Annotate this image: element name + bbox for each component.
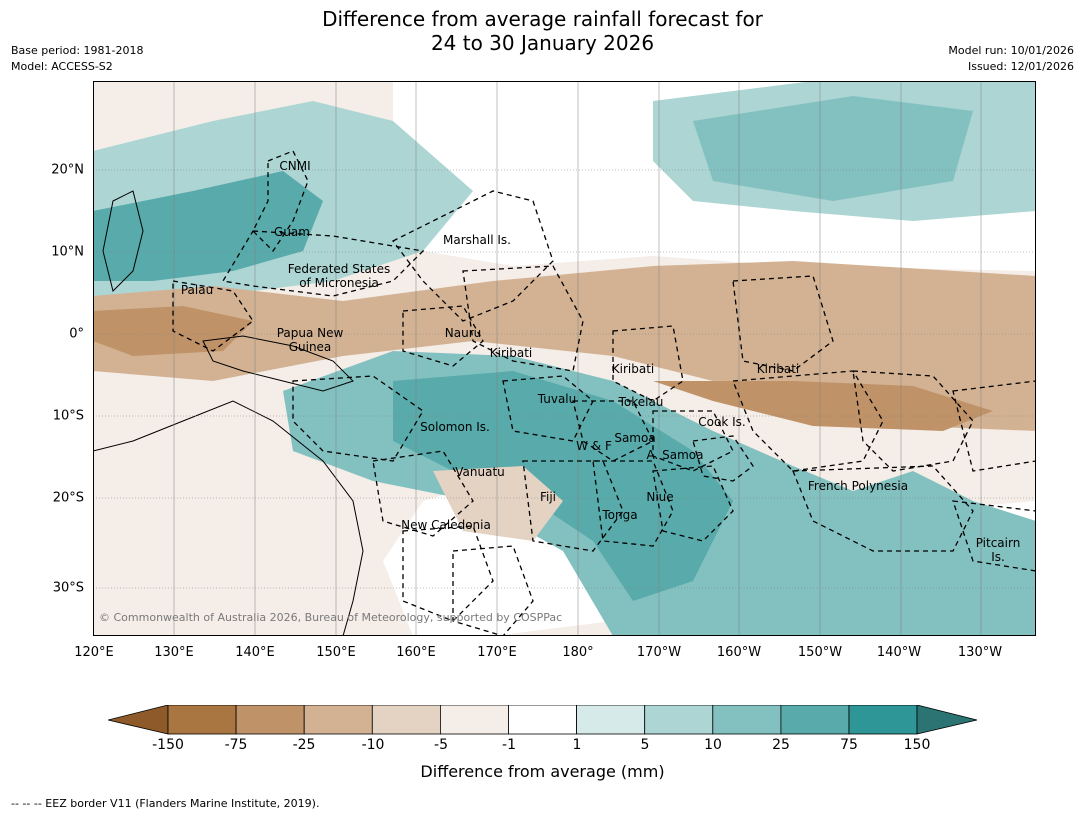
model-run: Model run: 10/01/2026 (948, 44, 1074, 57)
lon-label: 130°E (154, 645, 194, 660)
colorbar-cell (167, 705, 237, 735)
lon-label: 140°W (876, 645, 922, 660)
lat-label: 20°N (51, 162, 84, 178)
wet-northeast-core (693, 96, 973, 201)
lon-label: 160°W (716, 645, 762, 660)
label-nauru: Nauru (444, 326, 482, 340)
lon-label: 160°E (396, 645, 436, 660)
colorbar-cells (167, 705, 918, 735)
colorbar-tick: -25 (292, 737, 316, 753)
lat-label: 20°S (52, 490, 84, 506)
chart-title: Difference from average rainfall forecas… (0, 7, 1085, 55)
wet-north-core (93, 171, 323, 281)
label-tokelau: Tokelau (618, 395, 664, 409)
colorbar-cell (848, 705, 918, 735)
land-australia (93, 400, 364, 636)
colorbar-cell (576, 705, 646, 735)
label-new-caledonia: New Caledonia (401, 518, 491, 532)
lon-label: 170°E (477, 645, 517, 660)
map-canvas (93, 81, 1036, 636)
lon-label: 170°W (636, 645, 682, 660)
colorbar (108, 705, 978, 735)
label-png-line-2: Guinea (288, 340, 332, 354)
label-png-line-1: Papua New (276, 326, 344, 340)
issued-date: Issued: 12/01/2026 (967, 60, 1074, 73)
label-fsm-line-1: Federated States (287, 262, 391, 276)
base-period: Base period: 1981-2018 (11, 44, 144, 57)
title-line-1: Difference from average rainfall forecas… (322, 7, 763, 31)
colorbar-tick: -10 (361, 737, 385, 753)
colorbar-cell (439, 705, 509, 735)
lat-label: 10°N (51, 244, 84, 260)
wet-spcz-core (393, 371, 733, 601)
colorbar-tick: 75 (840, 737, 858, 753)
label-guam: Guam (274, 225, 310, 239)
land-new-guinea (202, 335, 354, 392)
lat-label: 0° (69, 326, 84, 342)
meta-left: Base period: 1981-2018 Model: ACCESS-S2 (11, 43, 143, 75)
label-american-samoa: A. Samoa (646, 448, 704, 462)
label-kiribati-east: Kiribati (756, 362, 800, 376)
label-tuvalu: Tuvalu (537, 392, 577, 406)
colorbar-cell (780, 705, 850, 735)
colorbar-tick: 1 (572, 737, 582, 753)
colorbar-extend-left (108, 705, 169, 735)
label-kiribati-central: Kiribati (611, 362, 655, 376)
eez-note: -- -- -- EEZ border V11 (Flanders Marine… (11, 797, 320, 810)
label-wallis-futuna: W & F (576, 439, 612, 453)
lon-label: 180° (562, 645, 594, 660)
label-palau: Palau (180, 283, 214, 297)
model-name: Model: ACCESS-S2 (11, 60, 113, 73)
meta-right: Model run: 10/01/2026 Issued: 12/01/2026 (948, 43, 1074, 75)
colorbar-tick: 5 (640, 737, 650, 753)
map-frame (93, 81, 1036, 636)
colorbar-tick: -1 (502, 737, 516, 753)
lon-label: 140°E (235, 645, 275, 660)
colorbar-cell (712, 705, 782, 735)
colorbar-cell (644, 705, 714, 735)
colorbar-tick: -5 (434, 737, 448, 753)
colorbar-tick: -75 (224, 737, 248, 753)
label-pitcairn-line-2: Is. (991, 550, 1005, 564)
meridians (173, 81, 982, 636)
label-french-polynesia: French Polynesia (807, 479, 909, 493)
colorbar-tick: 25 (772, 737, 790, 753)
lat-label: 30°S (52, 580, 84, 596)
colorbar-tick: -150 (152, 737, 184, 753)
label-cook-is: Cook Is. (698, 415, 746, 429)
colorbar-tick: 10 (704, 737, 722, 753)
label-solomon-is: Solomon Is. (420, 420, 490, 434)
label-marshall-is: Marshall Is. (443, 233, 511, 247)
label-pitcairn-line-1: Pitcairn (975, 536, 1021, 550)
title-line-2: 24 to 30 January 2026 (430, 31, 655, 55)
colorbar-cell (303, 705, 373, 735)
label-samoa: Samoa (614, 431, 656, 445)
graticule (93, 169, 1036, 589)
label-vanuatu: Vanuatu (455, 465, 505, 479)
label-niue: Niue (646, 490, 674, 504)
lon-label: 120°E (74, 645, 114, 660)
copyright-note: © Commonwealth of Australia 2026, Bureau… (99, 611, 563, 624)
eez-borders (172, 150, 1036, 636)
rainfall-map: CNMI Guam Marshall Is. Federated States … (93, 81, 1036, 636)
lon-label: 130°W (957, 645, 1003, 660)
label-tonga: Tonga (602, 508, 638, 522)
colorbar-extend-right (916, 705, 978, 735)
land-philippines (102, 190, 144, 292)
label-cnmi: CNMI (279, 159, 311, 173)
label-fiji: Fiji (539, 490, 557, 504)
colorbar-tick: 150 (903, 737, 931, 753)
label-kiribati-west: Kiribati (489, 346, 533, 360)
lat-label: 10°S (52, 408, 84, 424)
label-fsm-line-2: of Micronesia (299, 276, 379, 290)
colorbar-cell (371, 705, 441, 735)
lon-label: 150°W (797, 645, 843, 660)
colorbar-cell (235, 705, 305, 735)
colorbar-cell (508, 705, 577, 735)
lon-label: 150°E (316, 645, 356, 660)
colorbar-label: Difference from average (mm) (420, 762, 665, 781)
